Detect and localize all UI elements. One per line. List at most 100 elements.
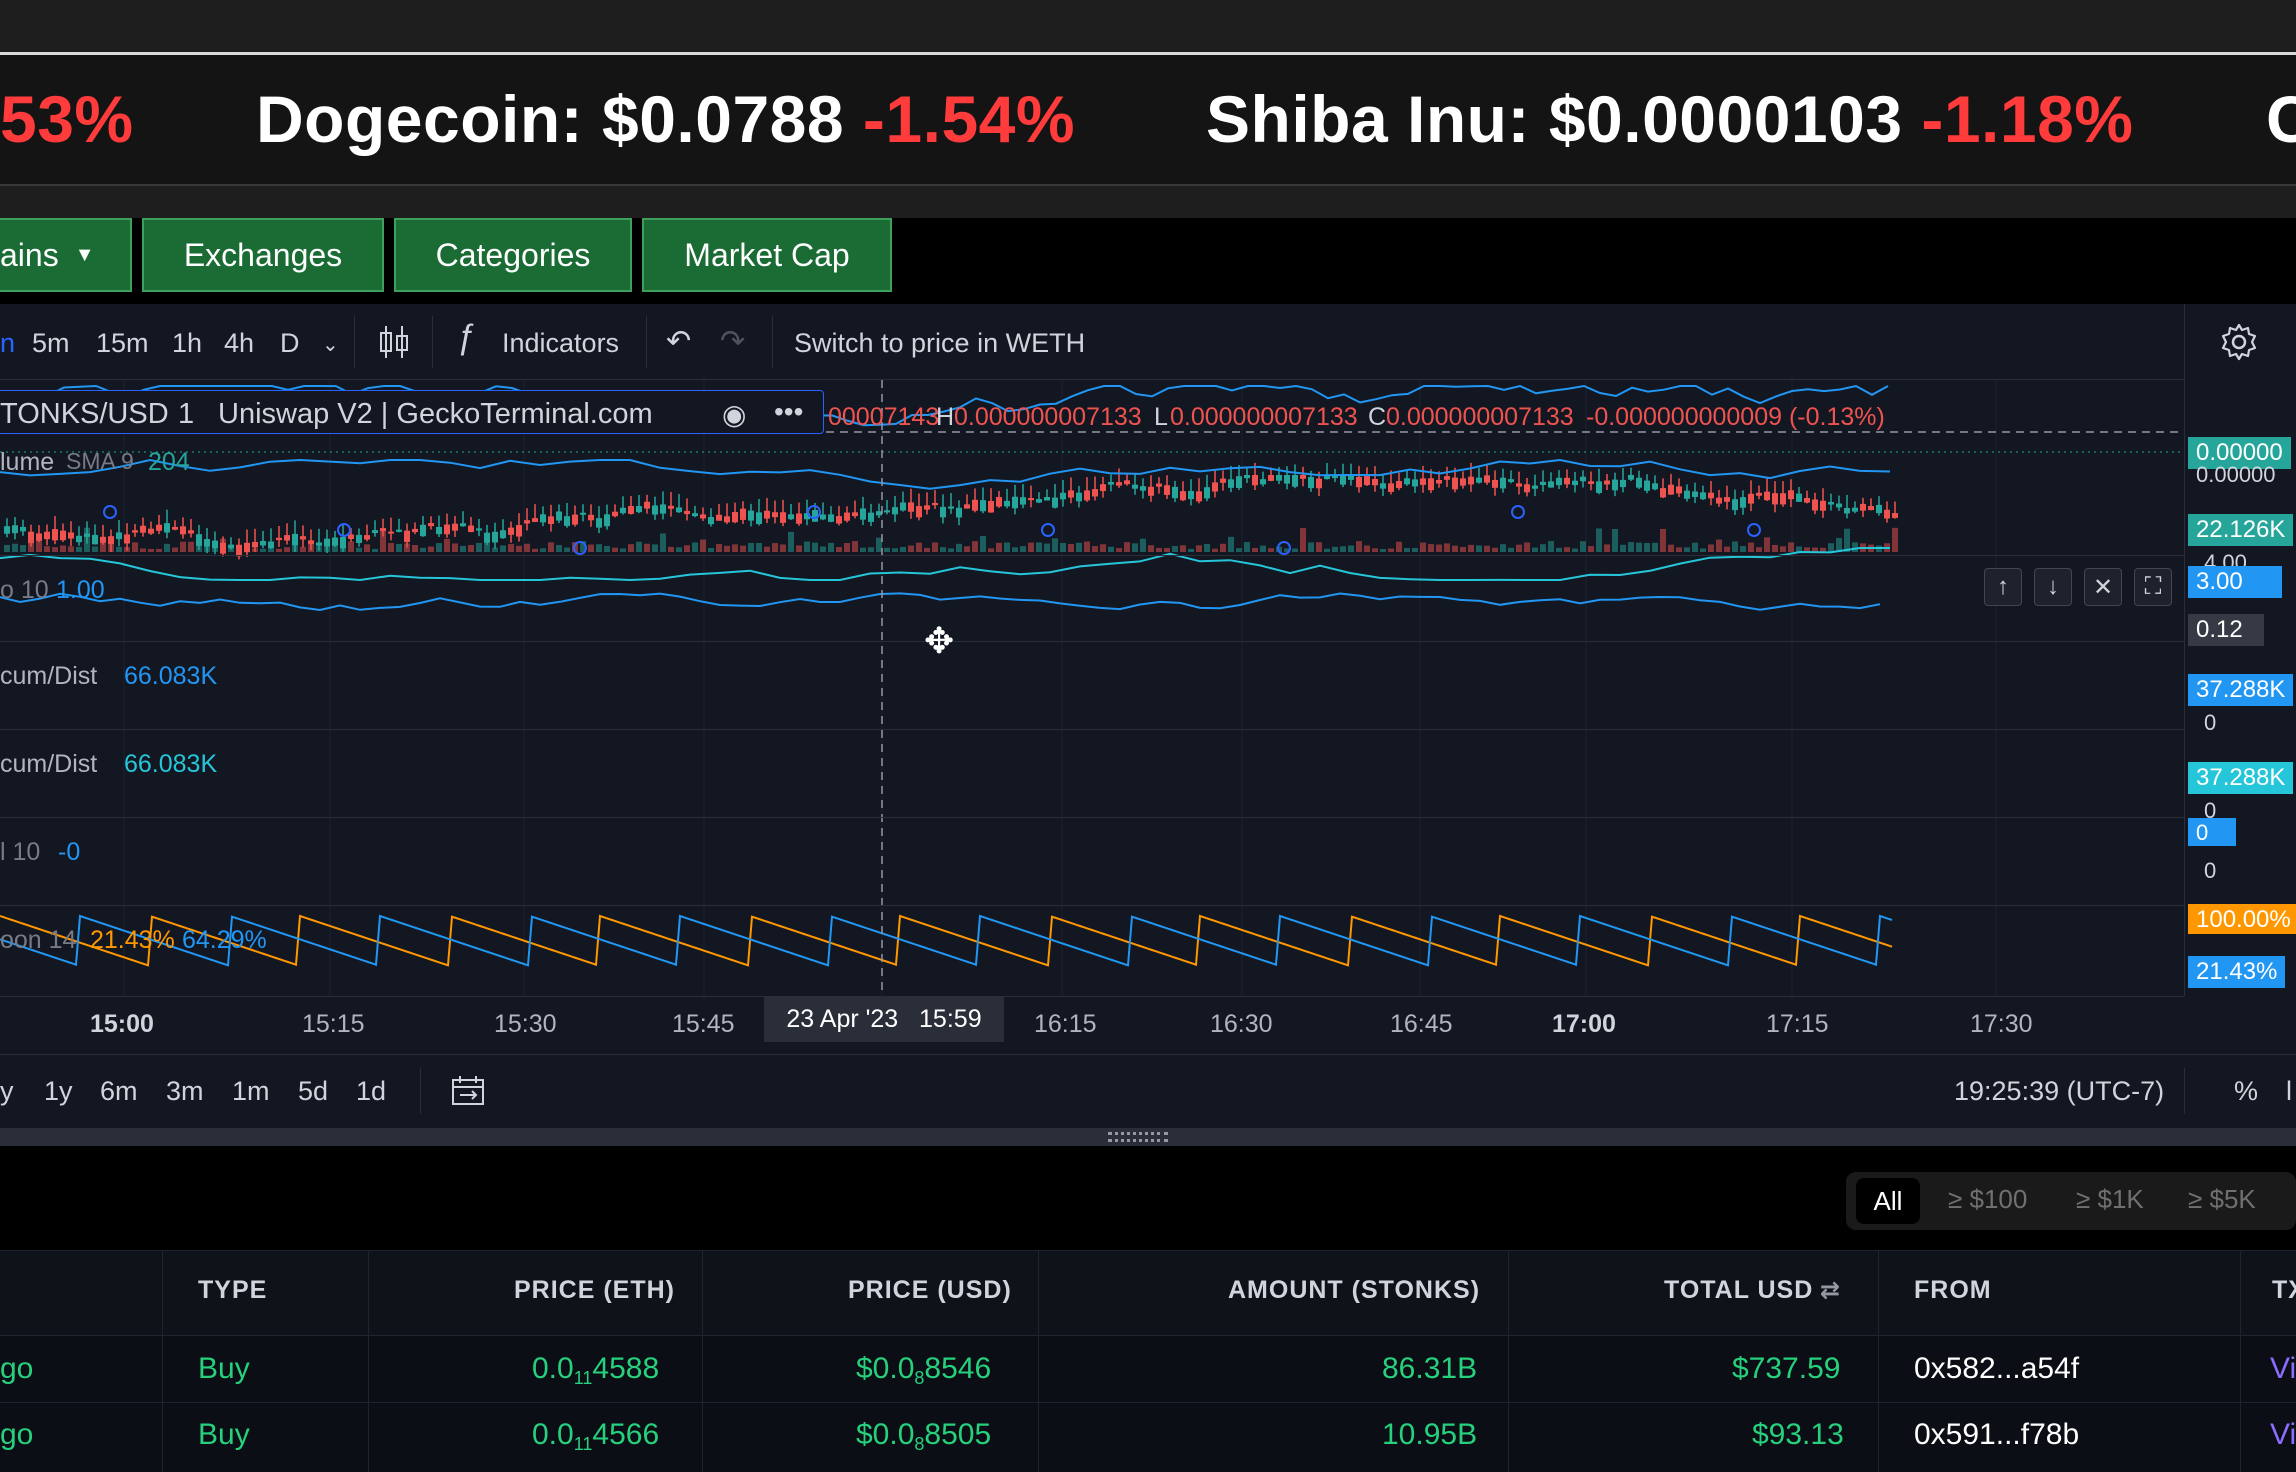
market-cap-button[interactable]: Market Cap <box>642 218 892 292</box>
volume-bar <box>708 548 714 552</box>
move-down-icon[interactable]: ↓ <box>2034 568 2072 606</box>
volume-bar <box>1164 547 1170 552</box>
volume-bar <box>492 547 498 552</box>
chains-dropdown[interactable]: ains ▼ <box>0 218 132 292</box>
move-up-icon[interactable]: ↑ <box>1984 568 2022 606</box>
range-6m[interactable]: 6m <box>100 1076 138 1106</box>
candle <box>900 502 906 511</box>
candle <box>1892 513 1898 518</box>
candle <box>1516 483 1522 487</box>
indicators-button[interactable]: Indicators <box>502 328 620 358</box>
volume-bar <box>140 548 146 552</box>
candle <box>1724 497 1730 502</box>
interval-1h[interactable]: 1h <box>172 328 203 358</box>
volume-bar <box>1764 537 1770 552</box>
categories-button[interactable]: Categories <box>394 218 632 292</box>
time-label: 16:15 <box>1034 1010 1097 1038</box>
header-tx[interactable]: TX <box>2272 1276 2296 1304</box>
cell-tx-link[interactable]: Vi <box>2270 1352 2296 1385</box>
panel-resize-divider[interactable] <box>0 1128 2296 1146</box>
candles-icon[interactable] <box>378 324 410 360</box>
candle <box>1444 476 1450 480</box>
close-icon[interactable]: ✕ <box>2084 568 2122 606</box>
clock[interactable]: 19:25:39 (UTC-7) <box>1954 1076 2165 1106</box>
volume-bar <box>1604 544 1610 552</box>
candle <box>340 537 346 549</box>
function-icon[interactable]: ƒ <box>456 318 475 356</box>
interval-15m[interactable]: 15m <box>96 328 149 358</box>
cell-from[interactable]: 0x591...f78b <box>1914 1418 2080 1451</box>
pane5-value-a: 21.43% <box>90 926 175 954</box>
switch-price-button[interactable]: Switch to price in WETH <box>794 328 1086 358</box>
candle <box>588 514 594 521</box>
chevron-down-icon[interactable]: ⌄ <box>322 334 339 356</box>
volume-bar <box>1556 547 1562 552</box>
price-axis[interactable] <box>2184 380 2296 996</box>
symbol-legend[interactable] <box>0 390 824 434</box>
candle <box>1300 475 1306 479</box>
range-1d[interactable]: 1d <box>356 1076 387 1106</box>
candle <box>252 541 258 548</box>
interval-4h[interactable]: 4h <box>224 328 255 358</box>
candle <box>1380 483 1386 489</box>
accum-dist-line <box>0 547 1890 582</box>
volume-bar <box>244 545 250 552</box>
filter-5k[interactable]: ≥ $5K <box>2188 1184 2256 1214</box>
filter-all[interactable]: All <box>1856 1178 1920 1224</box>
volume-bar <box>884 547 890 552</box>
candle <box>764 510 770 519</box>
sma-marker <box>337 523 351 537</box>
candle <box>1148 486 1154 496</box>
header-amount[interactable]: AMOUNT (STONKS) <box>1228 1276 1481 1304</box>
candle <box>996 497 1002 507</box>
range-1y[interactable]: 1y <box>44 1076 73 1106</box>
interval-d[interactable]: D <box>280 328 300 358</box>
volume-bar <box>1572 548 1578 552</box>
gear-icon[interactable] <box>2219 322 2259 362</box>
cell-tx-link[interactable]: Vi <box>2270 1418 2296 1451</box>
maximize-icon[interactable]: ⛶ <box>2134 568 2172 606</box>
column-divider <box>1038 1250 1039 1472</box>
header-price-usd[interactable]: PRICE (USD) <box>848 1276 1012 1304</box>
trade-filter-group <box>1846 1172 2296 1230</box>
percent-toggle[interactable]: % <box>2234 1076 2259 1106</box>
candle <box>1244 475 1250 479</box>
exchanges-button[interactable]: Exchanges <box>142 218 384 292</box>
more-icon[interactable]: ••• <box>774 396 804 427</box>
range-separator <box>420 1068 421 1114</box>
header-total-usd[interactable]: TOTAL USD <box>1664 1276 1814 1304</box>
candle <box>964 504 970 509</box>
filter-1k[interactable]: ≥ $1K <box>2076 1184 2144 1214</box>
chart-panes[interactable] <box>0 380 2184 996</box>
range-button[interactable]: y <box>0 1076 14 1106</box>
range-5d[interactable]: 5d <box>298 1076 329 1106</box>
swap-icon[interactable]: ⇄ <box>1820 1277 1842 1304</box>
header-from[interactable]: FROM <box>1914 1276 1992 1304</box>
volume-bar <box>692 542 698 552</box>
volume-bar <box>1748 542 1754 552</box>
interval-5m[interactable]: 5m <box>32 328 70 358</box>
eye-icon[interactable]: ◉ <box>722 399 747 430</box>
interval-button[interactable]: n <box>0 328 16 358</box>
header-type[interactable]: TYPE <box>198 1276 268 1304</box>
range-1m[interactable]: 1m <box>232 1076 270 1106</box>
filter-100[interactable]: ≥ $100 <box>1948 1184 2028 1214</box>
calendar-range-icon[interactable] <box>450 1074 486 1108</box>
volume-bar <box>36 541 42 552</box>
candle <box>924 505 930 510</box>
candle <box>76 535 82 543</box>
log-toggle[interactable]: l <box>2286 1076 2292 1106</box>
redo-icon[interactable]: ↷ <box>720 325 746 358</box>
volume-bar <box>1004 542 1010 552</box>
candle <box>1316 478 1322 489</box>
cell-from[interactable]: 0x582...a54f <box>1914 1352 2080 1385</box>
range-3m[interactable]: 3m <box>166 1076 204 1106</box>
volume-bar <box>684 545 690 552</box>
candle <box>1180 491 1186 501</box>
undo-icon[interactable]: ↶ <box>666 325 692 358</box>
volume-bar <box>1148 545 1154 552</box>
chart-canvas[interactable] <box>0 380 2184 996</box>
drag-handle-icon[interactable] <box>1108 1132 1168 1142</box>
volume-bar <box>1452 545 1458 552</box>
header-price-eth[interactable]: PRICE (ETH) <box>514 1276 675 1304</box>
